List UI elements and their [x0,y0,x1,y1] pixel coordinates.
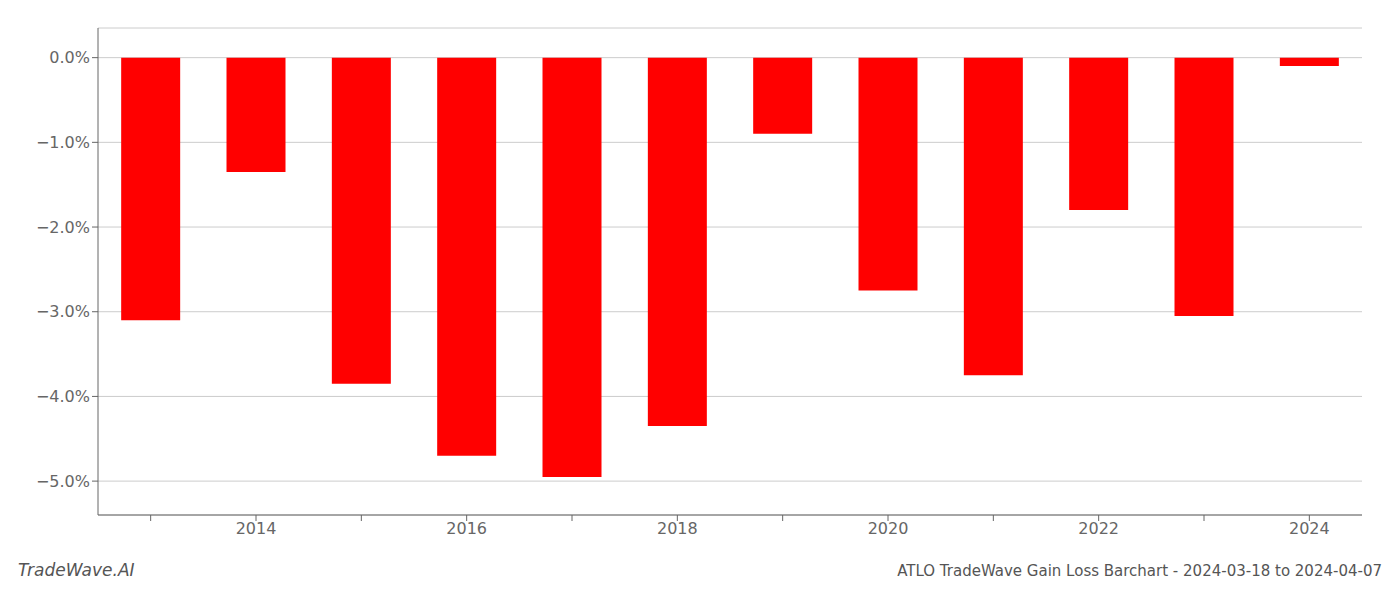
html-text:ATLO TradeWave Gain Loss Barch: ATLO TradeWave Gain Loss Barchart - 2024… [897,562,1382,580]
html-text:TradeWave.AI: TradeWave.AI [18,560,135,580]
svg-text:−4.0%: −4.0% [36,387,90,406]
svg-text:−2.0%: −2.0% [36,218,90,237]
svg-text:2016: 2016 [446,519,487,538]
svg-text:2020: 2020 [868,519,909,538]
svg-text:2024: 2024 [1289,519,1330,538]
svg-text:0.0%: 0.0% [49,48,90,67]
svg-text:−5.0%: −5.0% [36,472,90,491]
svg-text:2014: 2014 [236,519,277,538]
svg-text:−3.0%: −3.0% [36,302,90,321]
svg-text:2022: 2022 [1078,519,1119,538]
svg-text:−1.0%: −1.0% [36,133,90,152]
svg-text:2018: 2018 [657,519,698,538]
